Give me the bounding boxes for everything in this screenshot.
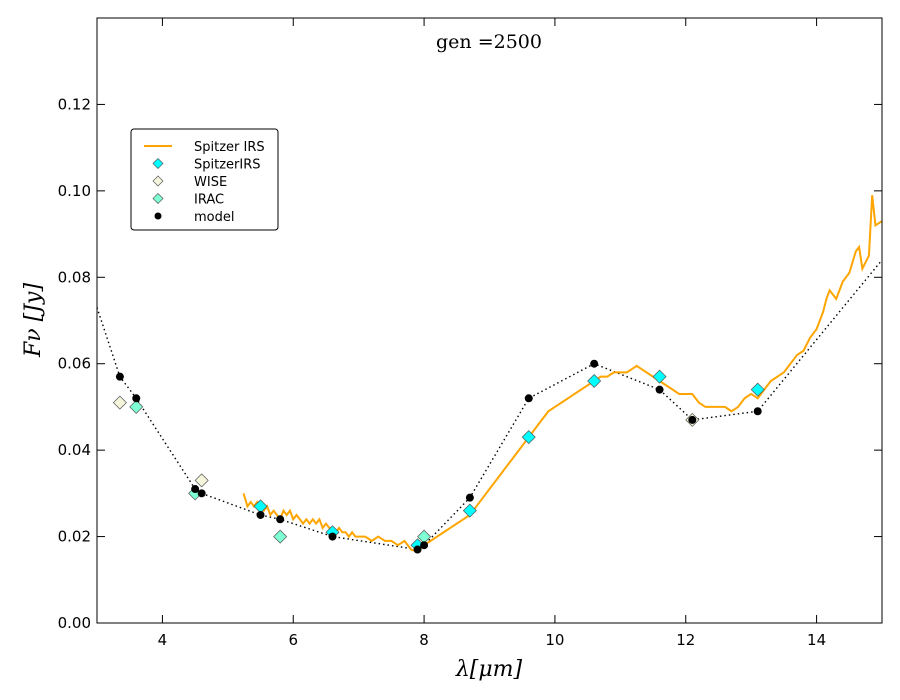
- model-point: [413, 545, 422, 554]
- plot-frame: [96, 17, 883, 624]
- model-point: [465, 493, 474, 502]
- model-point: [197, 489, 206, 498]
- model-point: [115, 372, 124, 381]
- model-point: [753, 407, 762, 416]
- model-point: [276, 515, 285, 524]
- irac-point: [129, 399, 144, 414]
- model-point: [191, 485, 200, 494]
- wise-point: [194, 473, 209, 488]
- x-tick-label: 12: [676, 631, 695, 649]
- model-dotted-line: [97, 259, 882, 551]
- model-point: [655, 385, 664, 394]
- model-point: [328, 532, 337, 541]
- x-tick-label: 10: [545, 631, 564, 649]
- legend: Spitzer IRS SpitzerIRS WISE IRAC model: [130, 128, 279, 231]
- wise-point: [112, 395, 127, 410]
- legend-box: [130, 128, 279, 231]
- y-tick-label: 0.12: [58, 95, 91, 113]
- y-tick-label: 0.02: [58, 528, 91, 546]
- y-tick-label: 0.10: [58, 182, 91, 200]
- legend-swatch-diamond: [152, 158, 164, 169]
- spitzerirs-point: [521, 430, 536, 445]
- y-tick-label: 0.06: [58, 355, 91, 373]
- series-layer: [97, 195, 882, 554]
- legend-label: model: [194, 210, 234, 225]
- chart-title: gen =2500: [436, 31, 542, 53]
- x-tick-label: 14: [807, 631, 826, 649]
- x-tick-label: 8: [419, 631, 429, 649]
- legend-label: SpitzerIRS: [194, 158, 261, 173]
- y-tick-label: 0.04: [58, 441, 91, 459]
- y-tick-label: 0.08: [58, 268, 91, 286]
- legend-label: WISE: [194, 175, 227, 190]
- model-point: [132, 394, 141, 403]
- y-tick-label: 0.00: [58, 614, 91, 632]
- legend-label: IRAC: [194, 193, 224, 208]
- model-point: [590, 359, 599, 368]
- spitzerirs-point: [587, 374, 602, 388]
- spitzer-irs-spectrum-line: [242, 195, 882, 553]
- plot-area: [96, 17, 883, 624]
- x-tick-label: 4: [158, 631, 168, 649]
- spitzerirs-point: [750, 382, 765, 397]
- spitzerirs-point: [652, 369, 667, 384]
- y-axis-label: Fν [Jy]: [21, 283, 46, 358]
- model-point: [524, 394, 533, 403]
- legend-label: Spitzer IRS: [194, 140, 265, 155]
- model-point: [420, 541, 429, 550]
- model-point: [256, 510, 265, 519]
- model-point: [688, 415, 697, 424]
- spitzerirs-point: [462, 503, 477, 518]
- axis-ticks: 4 6 8 10 12 14 0.00 0.02 0.04 0.06 0.08 0.10 0.12: [58, 18, 882, 649]
- legend-swatch-diamond: [152, 193, 164, 204]
- legend-swatch-circle: [154, 212, 162, 220]
- irac-point: [273, 529, 288, 544]
- legend-swatch-diamond: [152, 175, 164, 187]
- x-tick-label: 6: [288, 631, 298, 649]
- x-axis-label: λ[μm]: [455, 657, 523, 682]
